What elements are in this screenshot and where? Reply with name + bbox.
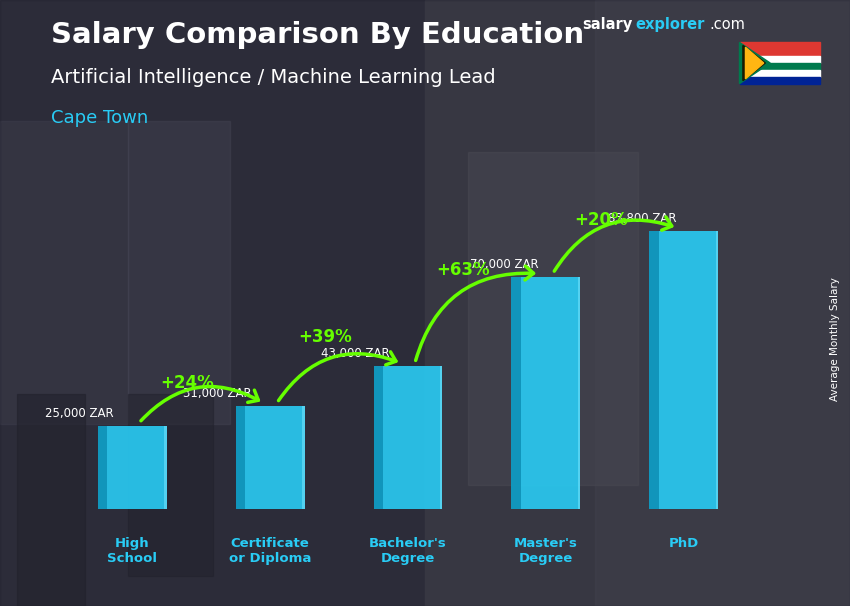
Bar [128,121,230,424]
Bar [235,406,304,509]
Text: 83,800 ZAR: 83,800 ZAR [609,212,677,225]
Text: High
School: High School [107,538,157,565]
Bar [740,77,820,84]
Text: PhD: PhD [669,538,699,550]
Text: Artificial Intelligence / Machine Learning Lead: Artificial Intelligence / Machine Learni… [51,68,496,87]
Bar [373,367,383,509]
Bar [0,121,128,424]
Bar [578,277,581,509]
Bar [98,426,107,509]
Polygon shape [745,47,763,79]
Bar [164,426,167,509]
Bar [98,426,167,509]
Text: Average Monthly Salary: Average Monthly Salary [830,278,840,401]
Bar [468,152,638,485]
Text: Bachelor's
Degree: Bachelor's Degree [369,538,447,565]
Bar [716,231,718,509]
Text: Salary Comparison By Education: Salary Comparison By Education [51,21,584,49]
Text: 31,000 ZAR: 31,000 ZAR [184,387,252,400]
Bar [439,367,443,509]
Text: 70,000 ZAR: 70,000 ZAR [470,258,539,271]
Polygon shape [743,45,765,81]
Bar [17,394,85,606]
Bar [512,277,521,509]
Bar [740,42,820,56]
Text: +63%: +63% [436,261,490,279]
Text: +39%: +39% [298,328,352,345]
Text: salary: salary [582,17,632,32]
Text: Certificate
or Diploma: Certificate or Diploma [229,538,311,565]
Text: Master's
Degree: Master's Degree [514,538,578,565]
Bar [0,0,425,606]
Bar [649,231,659,509]
Bar [425,0,850,606]
Polygon shape [740,42,770,84]
Bar [595,0,850,606]
Bar [740,63,820,70]
Bar [740,70,820,77]
Text: +20%: +20% [575,211,628,230]
Text: Cape Town: Cape Town [51,109,148,127]
Bar [373,367,443,509]
Text: 43,000 ZAR: 43,000 ZAR [321,347,390,361]
Bar [302,406,304,509]
Text: .com: .com [710,17,745,32]
Text: 25,000 ZAR: 25,000 ZAR [45,407,114,420]
Bar [512,277,581,509]
Text: explorer: explorer [636,17,705,32]
Bar [649,231,718,509]
Bar [740,56,820,63]
Bar [235,406,246,509]
Bar [128,394,212,576]
Text: +24%: +24% [161,374,214,392]
